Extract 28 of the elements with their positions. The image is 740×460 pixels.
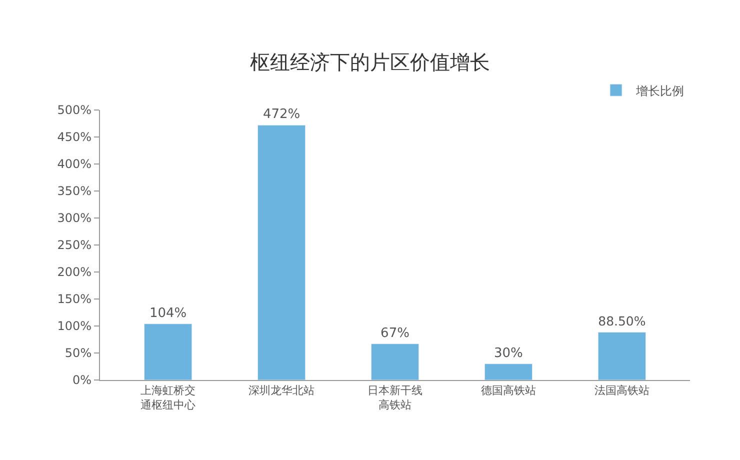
bar <box>484 364 533 380</box>
data-label: 88.50% <box>598 313 646 328</box>
x-tick-label: 深圳龙华北站 <box>248 384 315 398</box>
bar <box>144 324 192 380</box>
data-label: 30% <box>494 346 523 361</box>
y-tick-label: 450% <box>57 130 92 144</box>
bar <box>370 344 420 380</box>
bar <box>598 332 646 380</box>
y-tick-label: 250% <box>57 238 92 252</box>
x-tick-label: 法国高铁站 <box>594 384 650 398</box>
x-tick-label: 日本新干线高铁站 <box>368 384 422 412</box>
bar <box>257 124 306 380</box>
y-tick-label: 100% <box>57 319 92 334</box>
y-tick-label: 400% <box>57 157 92 172</box>
data-label: 104% <box>149 306 187 321</box>
y-tick-label: 50% <box>64 346 92 360</box>
y-tick-label: 300% <box>57 211 92 226</box>
x-tick-label: 上海虹桥交通枢纽中心 <box>140 384 196 412</box>
chart-title: 枢纽经济下的片区价值增长 <box>250 50 490 74</box>
data-label: 472% <box>262 107 300 122</box>
data-label: 67% <box>380 326 410 341</box>
y-tick-label: 350% <box>57 184 92 198</box>
y-tick-label: 150% <box>57 292 92 306</box>
x-tick-label: 德国高铁站 <box>480 384 536 398</box>
y-tick-label: 500% <box>57 103 92 118</box>
legend-label: 增长比例 <box>635 84 684 98</box>
y-tick-label: 200% <box>57 265 92 280</box>
y-tick-label: 0% <box>72 373 92 388</box>
